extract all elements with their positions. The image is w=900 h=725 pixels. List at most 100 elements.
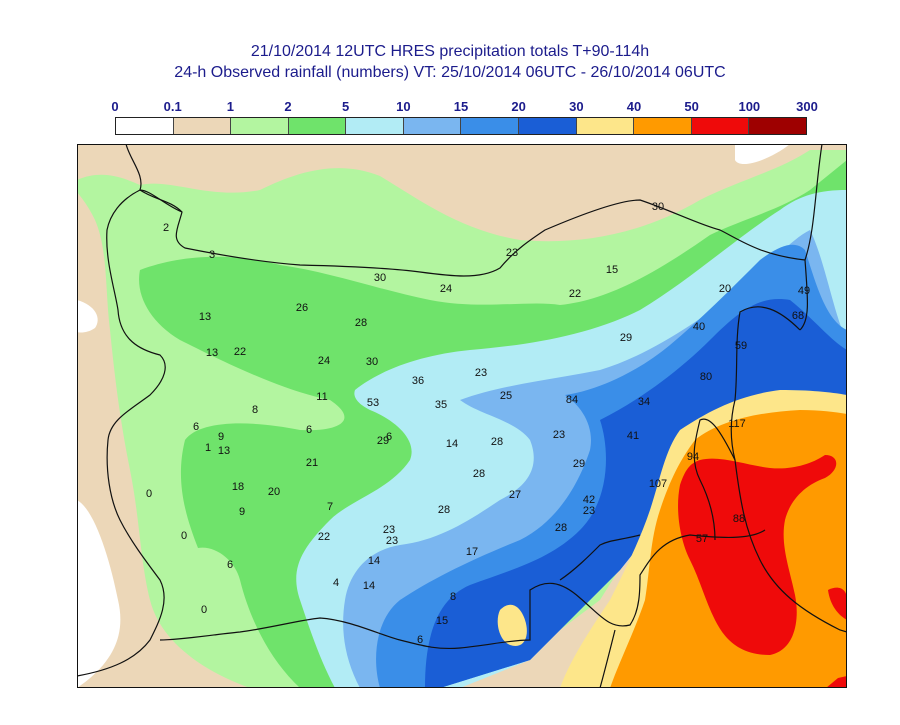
observation-value: 3	[209, 249, 215, 261]
legend-label: 30	[569, 99, 584, 114]
legend-label: 1	[226, 99, 234, 114]
observation-value: 25	[500, 390, 512, 402]
observation-value: 88	[733, 513, 745, 525]
observation-value: 1	[205, 442, 211, 454]
observation-value: 30	[366, 356, 378, 368]
observation-value: 30	[374, 272, 386, 284]
observation-value: 41	[627, 430, 639, 442]
observation-value: 0	[201, 604, 207, 616]
observation-value: 23	[553, 429, 565, 441]
observation-value: 15	[436, 615, 448, 627]
observation-value: 27	[509, 489, 521, 501]
legend-swatch	[231, 118, 289, 134]
observation-value: 57	[696, 533, 708, 545]
region-red-edge	[828, 587, 847, 620]
observation-value: 8	[252, 404, 258, 416]
legend-label: 10	[396, 99, 411, 114]
observation-value: 7	[327, 501, 333, 513]
observation-value: 6	[417, 634, 423, 646]
observation-value: 24	[318, 355, 330, 367]
legend-swatch	[461, 118, 520, 134]
legend-label: 2	[284, 99, 292, 114]
legend-label: 15	[453, 99, 469, 114]
observation-value: 0	[181, 530, 187, 542]
legend-label: 300	[796, 99, 818, 114]
observation-value: 18	[232, 481, 244, 493]
observation-value: 28	[491, 436, 503, 448]
region-white-left	[77, 500, 121, 688]
map-title: 21/10/2014 12UTC HRES precipitation tota…	[250, 43, 650, 60]
observation-value: 9	[239, 506, 245, 518]
legend-swatch	[634, 118, 692, 134]
observation-value: 6	[227, 559, 233, 571]
observation-value: 22	[318, 531, 330, 543]
observation-value: 28	[473, 468, 485, 480]
legend-swatch	[173, 118, 232, 134]
observation-value: 11	[316, 391, 327, 403]
observation-value: 21	[306, 457, 318, 469]
observation-value: 2	[163, 222, 169, 234]
observation-value: 20	[268, 486, 280, 498]
legend-swatch	[116, 118, 174, 134]
legend-label: 40	[626, 99, 642, 114]
observation-value: 117	[728, 418, 746, 430]
observation-value: 20	[719, 283, 731, 295]
observation-value: 6	[306, 424, 312, 436]
observation-value: 34	[638, 396, 650, 408]
legend-swatch	[519, 118, 577, 134]
observation-value: 24	[440, 283, 452, 295]
observation-value: 0	[146, 488, 152, 500]
observation-value: 14	[446, 438, 458, 450]
observation-value: 14	[363, 580, 375, 592]
observation-value: 6	[386, 431, 392, 443]
observation-value: 17	[466, 546, 478, 558]
legend-label: 20	[511, 99, 526, 114]
observation-value: 13	[218, 445, 230, 457]
region-yellow-spot	[497, 604, 527, 646]
observation-value: 13	[199, 311, 211, 323]
observation-value: 26	[296, 302, 308, 314]
observation-value: 22	[234, 346, 246, 358]
observation-value: 30	[652, 201, 664, 213]
observation-value: 23	[383, 524, 395, 536]
observation-value: 59	[735, 340, 747, 352]
observation-value: 23	[386, 535, 398, 547]
observation-value: 23	[475, 367, 487, 379]
observation-value: 28	[555, 522, 567, 534]
observation-value: 49	[798, 285, 810, 297]
legend-swatch	[749, 118, 806, 134]
observation-value: 84	[566, 394, 578, 406]
observation-value: 6	[193, 421, 199, 433]
legend-label: 0	[111, 99, 119, 114]
observation-value: 4	[333, 577, 339, 589]
observation-value: 28	[438, 504, 450, 516]
legend-label: 5	[342, 99, 350, 114]
observation-value: 15	[606, 264, 618, 276]
observation-value: 29	[377, 435, 389, 447]
observation-value: 94	[687, 451, 699, 463]
legend-label: 0.1	[163, 99, 182, 114]
observation-value: 40	[693, 321, 705, 333]
observation-value: 23	[506, 247, 518, 259]
region-white-top	[735, 144, 790, 165]
country-borders	[77, 144, 847, 688]
legend-label: 100	[738, 99, 761, 114]
observation-value: 23	[583, 505, 595, 517]
observation-value: 35	[435, 399, 447, 411]
observation-value: 14	[368, 555, 380, 567]
observation-value: 29	[620, 332, 632, 344]
map-frame	[77, 144, 847, 688]
legend-swatch	[346, 118, 404, 134]
observation-value: 42	[583, 494, 595, 506]
observation-value: 22	[569, 288, 581, 300]
map-subtitle: 24-h Observed rainfall (numbers) VT: 25/…	[174, 64, 726, 81]
region-white-left-small	[77, 300, 98, 333]
observation-value: 107	[649, 478, 667, 490]
legend-swatch	[403, 118, 462, 134]
legend-swatch	[576, 118, 635, 134]
observation-value: 53	[367, 397, 379, 409]
legend-swatch	[691, 118, 750, 134]
observation-value: 68	[792, 310, 804, 322]
